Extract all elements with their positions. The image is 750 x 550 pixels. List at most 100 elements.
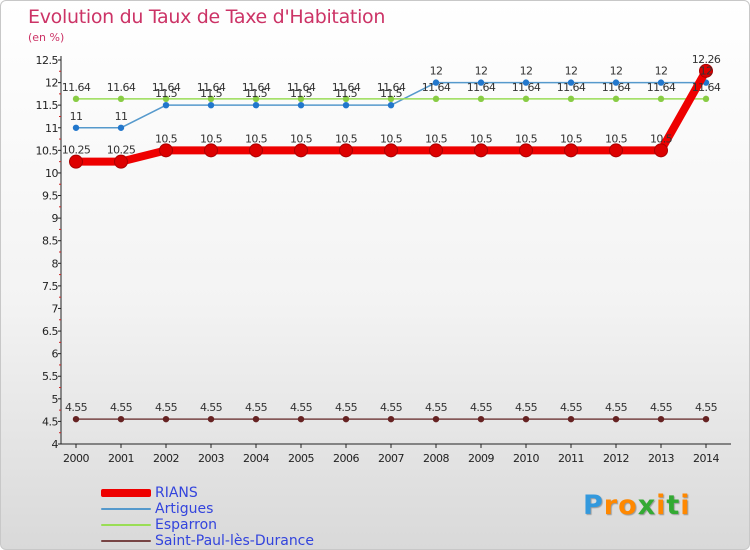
data-point xyxy=(654,143,668,158)
data-label: 11.64 xyxy=(62,81,91,94)
data-point xyxy=(204,143,218,158)
y-tick-label: 9.5 xyxy=(42,190,58,203)
data-label: 11.64 xyxy=(197,81,226,94)
data-label: 4.55 xyxy=(425,401,448,414)
data-label: 12 xyxy=(610,65,623,78)
data-label: 12 xyxy=(520,65,533,78)
x-tick-label: 2003 xyxy=(198,452,224,465)
data-point xyxy=(69,154,83,169)
data-point xyxy=(702,95,710,103)
logo-letter: o xyxy=(618,490,638,521)
data-label: 11.5 xyxy=(155,87,178,100)
y-tick-label: 5 xyxy=(52,393,59,406)
data-point xyxy=(249,143,263,158)
x-tick-label: 2011 xyxy=(558,452,584,465)
data-label: 10.25 xyxy=(107,144,136,157)
data-label: 10.5 xyxy=(200,132,223,145)
data-label: 11.64 xyxy=(422,81,451,94)
data-point xyxy=(117,415,125,423)
legend-swatch xyxy=(101,524,151,526)
data-point xyxy=(612,95,620,103)
data-label: 4.55 xyxy=(605,401,628,414)
x-tick-label: 2009 xyxy=(468,452,494,465)
legend-swatch xyxy=(101,489,151,497)
legend-swatch xyxy=(101,540,151,542)
x-tick-label: 2004 xyxy=(243,452,269,465)
chart-legend: RIANS Artigues Esparron Saint-Paul-lès-Dura… xyxy=(101,485,361,549)
logo-letter: t xyxy=(666,490,681,521)
data-point xyxy=(207,415,215,423)
data-point xyxy=(162,101,170,109)
x-tick-label: 2005 xyxy=(288,452,314,465)
y-tick-label: 11.5 xyxy=(36,99,59,112)
data-point xyxy=(162,95,170,103)
data-label: 4.55 xyxy=(515,401,538,414)
data-label: 12 xyxy=(475,65,488,78)
data-point xyxy=(297,101,305,109)
y-tick-label: 7 xyxy=(52,302,59,315)
data-point xyxy=(207,95,215,103)
data-label: 11.64 xyxy=(287,81,316,94)
data-point xyxy=(519,143,533,158)
data-label: 12.26 xyxy=(692,53,721,66)
data-point xyxy=(387,101,395,109)
y-tick-label: 6.5 xyxy=(42,325,58,338)
data-label: 11.5 xyxy=(380,87,403,100)
data-point xyxy=(474,143,488,158)
y-tick-label: 5.5 xyxy=(42,370,58,383)
data-label: 4.55 xyxy=(245,401,268,414)
data-point xyxy=(432,95,440,103)
data-point xyxy=(699,63,713,78)
y-tick-label: 12 xyxy=(45,77,58,90)
legend-item: Saint-Paul-lès-Durance xyxy=(101,533,361,549)
data-label: 11.64 xyxy=(512,81,541,94)
data-label: 10.5 xyxy=(290,132,313,145)
data-point xyxy=(477,79,485,86)
data-label: 11.64 xyxy=(557,81,586,94)
data-label: 11.64 xyxy=(647,81,676,94)
x-tick-label: 2006 xyxy=(333,452,359,465)
data-point xyxy=(252,95,260,103)
data-label: 11.5 xyxy=(335,87,358,100)
logo-letter: x xyxy=(637,490,657,521)
data-label: 11.64 xyxy=(602,81,631,94)
data-label: 10.5 xyxy=(245,132,268,145)
x-tick-label: 2012 xyxy=(603,452,629,465)
logo-letter: i xyxy=(656,490,667,521)
data-point xyxy=(387,415,395,423)
data-label: 10.5 xyxy=(515,132,538,145)
y-tick-label: 4.5 xyxy=(42,415,58,428)
data-label: 10.5 xyxy=(425,132,448,145)
legend-item: Esparron xyxy=(101,517,361,533)
data-label: 4.55 xyxy=(290,401,313,414)
data-point xyxy=(252,101,260,109)
data-point xyxy=(657,79,665,86)
y-tick-label: 12.5 xyxy=(36,54,59,67)
data-label: 12 xyxy=(655,65,668,78)
data-label: 4.55 xyxy=(695,401,718,414)
data-point xyxy=(567,415,575,423)
data-point xyxy=(564,143,578,158)
data-point xyxy=(297,95,305,103)
data-label: 10.5 xyxy=(605,132,628,145)
data-point xyxy=(609,143,623,158)
data-label: 11.64 xyxy=(242,81,271,94)
data-label: 11.64 xyxy=(332,81,361,94)
data-label: 4.55 xyxy=(380,401,403,414)
data-point xyxy=(432,79,440,86)
data-point xyxy=(339,143,353,158)
data-point xyxy=(384,143,398,158)
data-label: 12 xyxy=(430,65,443,78)
data-point xyxy=(159,143,173,158)
data-label: 11.5 xyxy=(200,87,223,100)
x-tick-label: 2013 xyxy=(648,452,674,465)
data-label: 10.5 xyxy=(335,132,358,145)
legend-item: RIANS xyxy=(101,485,361,501)
y-tick-label: 9 xyxy=(52,212,59,225)
data-point xyxy=(72,124,80,131)
data-label: 12 xyxy=(700,65,713,78)
data-label: 11 xyxy=(115,110,128,123)
data-point xyxy=(522,79,530,86)
data-point xyxy=(432,415,440,423)
